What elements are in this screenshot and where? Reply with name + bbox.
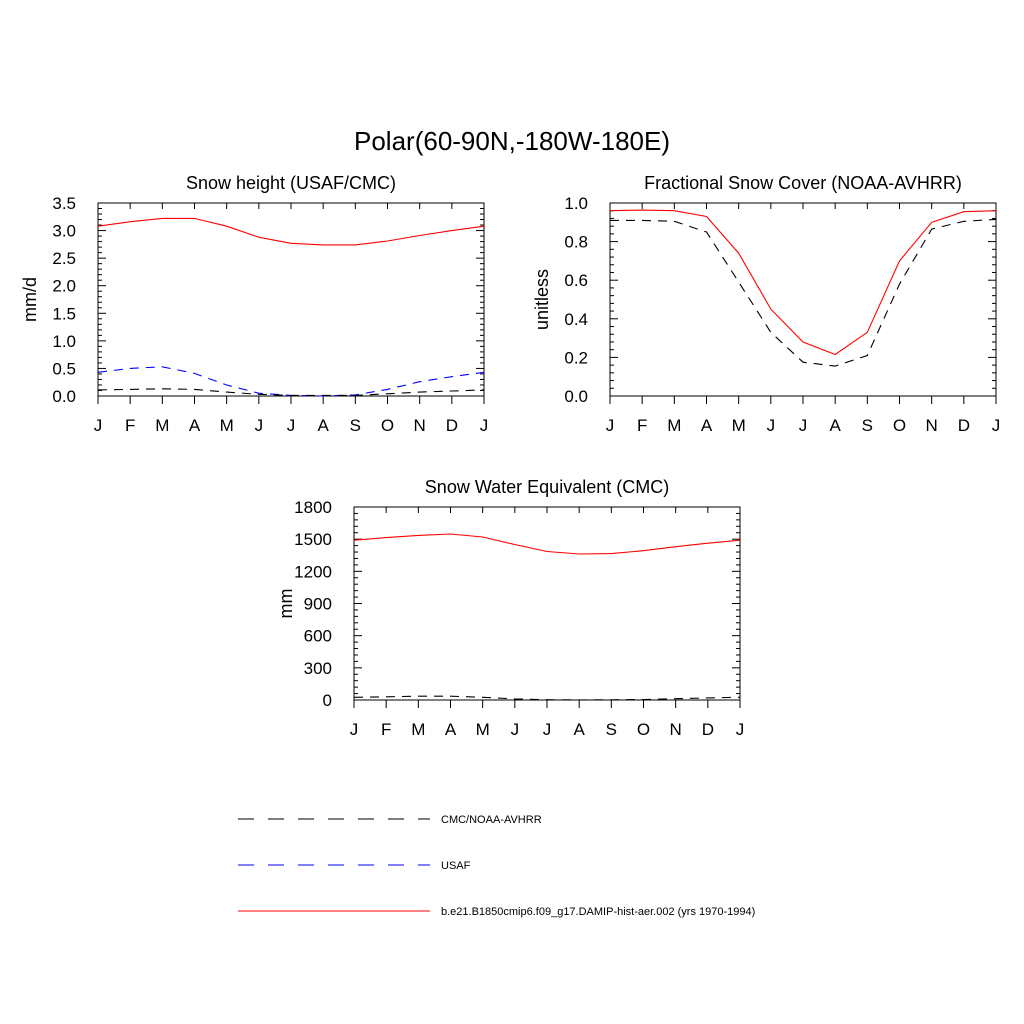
- y-tick-label: 3.5: [52, 194, 76, 213]
- x-tick-label: D: [958, 416, 970, 435]
- y-tick-label: 0.2: [564, 348, 588, 367]
- plot-frame: [609, 202, 997, 397]
- y-tick-label: 0.4: [564, 310, 588, 329]
- x-tick-label: A: [445, 720, 457, 739]
- x-tick-label: M: [155, 416, 169, 435]
- panels: Snow height (USAF/CMC) mm/d 0.0 0.5 1.0 1.5 2.…: [20, 173, 1000, 739]
- x-tick-label: S: [606, 720, 617, 739]
- x-tick-label: S: [862, 416, 873, 435]
- x-tick-label: J: [480, 416, 489, 435]
- series-line-obs: [353, 695, 741, 701]
- x-tick-label: J: [94, 416, 103, 435]
- x-tick-label: N: [414, 416, 426, 435]
- legend-item: b.e21.B1850cmip6.f09_g17.DAMIP-hist-aer.…: [238, 906, 755, 918]
- y-tick-label: 0.0: [52, 387, 76, 406]
- y-axis-label: mm/d: [20, 277, 40, 322]
- x-tick-label: D: [702, 720, 714, 739]
- x-tick-label: M: [476, 720, 490, 739]
- panel-title: Snow Water Equivalent (CMC): [425, 477, 669, 497]
- x-tick-label: A: [701, 416, 713, 435]
- y-tick-label: 600: [304, 627, 332, 646]
- x-tick-label: J: [350, 720, 359, 739]
- x-tick-label: S: [350, 416, 361, 435]
- x-tick-label: J: [799, 416, 808, 435]
- legend-item: CMC/NOAA-AVHRR: [238, 814, 542, 826]
- y-tick-label: 2.0: [52, 277, 76, 296]
- x-tick-label: J: [992, 416, 1001, 435]
- y-axis-label: mm: [276, 589, 296, 619]
- y-tick-label: 0: [323, 691, 332, 710]
- x-tick-label: M: [220, 416, 234, 435]
- series-line-model: [97, 217, 485, 246]
- series-line-model: [353, 533, 741, 555]
- panel-title: Fractional Snow Cover (NOAA-AVHRR): [644, 173, 962, 193]
- y-tick-label: 1200: [294, 562, 332, 581]
- legend: CMC/NOAA-AVHRR USAF b.e21.B1850cmip6.f09_g…: [238, 814, 755, 918]
- y-tick-label: 0.6: [564, 271, 588, 290]
- x-tick-label: O: [637, 720, 650, 739]
- legend-label: b.e21.B1850cmip6.f09_g17.DAMIP-hist-aer.…: [441, 906, 755, 918]
- x-tick-label: N: [670, 720, 682, 739]
- x-tick-label: N: [926, 416, 938, 435]
- y-tick-label: 3.0: [52, 222, 76, 241]
- y-tick-label: 300: [304, 659, 332, 678]
- legend-label: CMC/NOAA-AVHRR: [441, 814, 542, 826]
- y-tick-label: 2.5: [52, 249, 76, 268]
- x-tick-label: M: [411, 720, 425, 739]
- x-tick-label: O: [893, 416, 906, 435]
- y-tick-label: 0.0: [564, 387, 588, 406]
- x-tick-label: A: [573, 720, 585, 739]
- series-line-obs: [610, 218, 997, 367]
- y-tick-label: 1.0: [564, 194, 588, 213]
- x-tick-label: A: [189, 416, 201, 435]
- x-tick-label: A: [829, 416, 841, 435]
- x-tick-label: J: [606, 416, 615, 435]
- x-tick-label: F: [637, 416, 647, 435]
- y-axis-label: unitless: [532, 269, 552, 330]
- y-tick-label: 1800: [294, 498, 332, 517]
- x-tick-label: M: [732, 416, 746, 435]
- y-tick-label: 1.0: [52, 332, 76, 351]
- series-line-obs: [97, 388, 485, 396]
- y-tick-label: 900: [304, 595, 332, 614]
- x-tick-label: D: [446, 416, 458, 435]
- chart-panel-1: Snow height (USAF/CMC) mm/d 0.0 0.5 1.0 1.5 2.…: [20, 173, 488, 435]
- panel-title: Snow height (USAF/CMC): [186, 173, 396, 193]
- y-tick-label: 1500: [294, 530, 332, 549]
- series-line-model: [609, 209, 997, 356]
- x-tick-label: J: [255, 416, 264, 435]
- x-tick-label: M: [667, 416, 681, 435]
- y-tick-label: 0.5: [52, 359, 76, 378]
- x-tick-label: F: [381, 720, 391, 739]
- y-tick-label: 1.5: [52, 304, 76, 323]
- main-title: Polar(60-90N,-180W-180E): [354, 126, 670, 156]
- legend-label: USAF: [441, 860, 471, 872]
- x-tick-label: J: [543, 720, 552, 739]
- y-tick-label: 0.8: [564, 233, 588, 252]
- x-tick-label: J: [736, 720, 745, 739]
- x-tick-label: A: [317, 416, 329, 435]
- x-tick-label: O: [381, 416, 394, 435]
- x-tick-label: J: [767, 416, 776, 435]
- x-tick-label: J: [287, 416, 296, 435]
- legend-item: USAF: [238, 860, 471, 872]
- x-tick-label: J: [511, 720, 520, 739]
- x-tick-label: F: [125, 416, 135, 435]
- plot-frame: [97, 202, 485, 397]
- chart-panel-2: Fractional Snow Cover (NOAA-AVHRR) unitle…: [532, 173, 1000, 435]
- chart-panel-3: Snow Water Equivalent (CMC) mm 0 300 600 900 1…: [276, 477, 744, 739]
